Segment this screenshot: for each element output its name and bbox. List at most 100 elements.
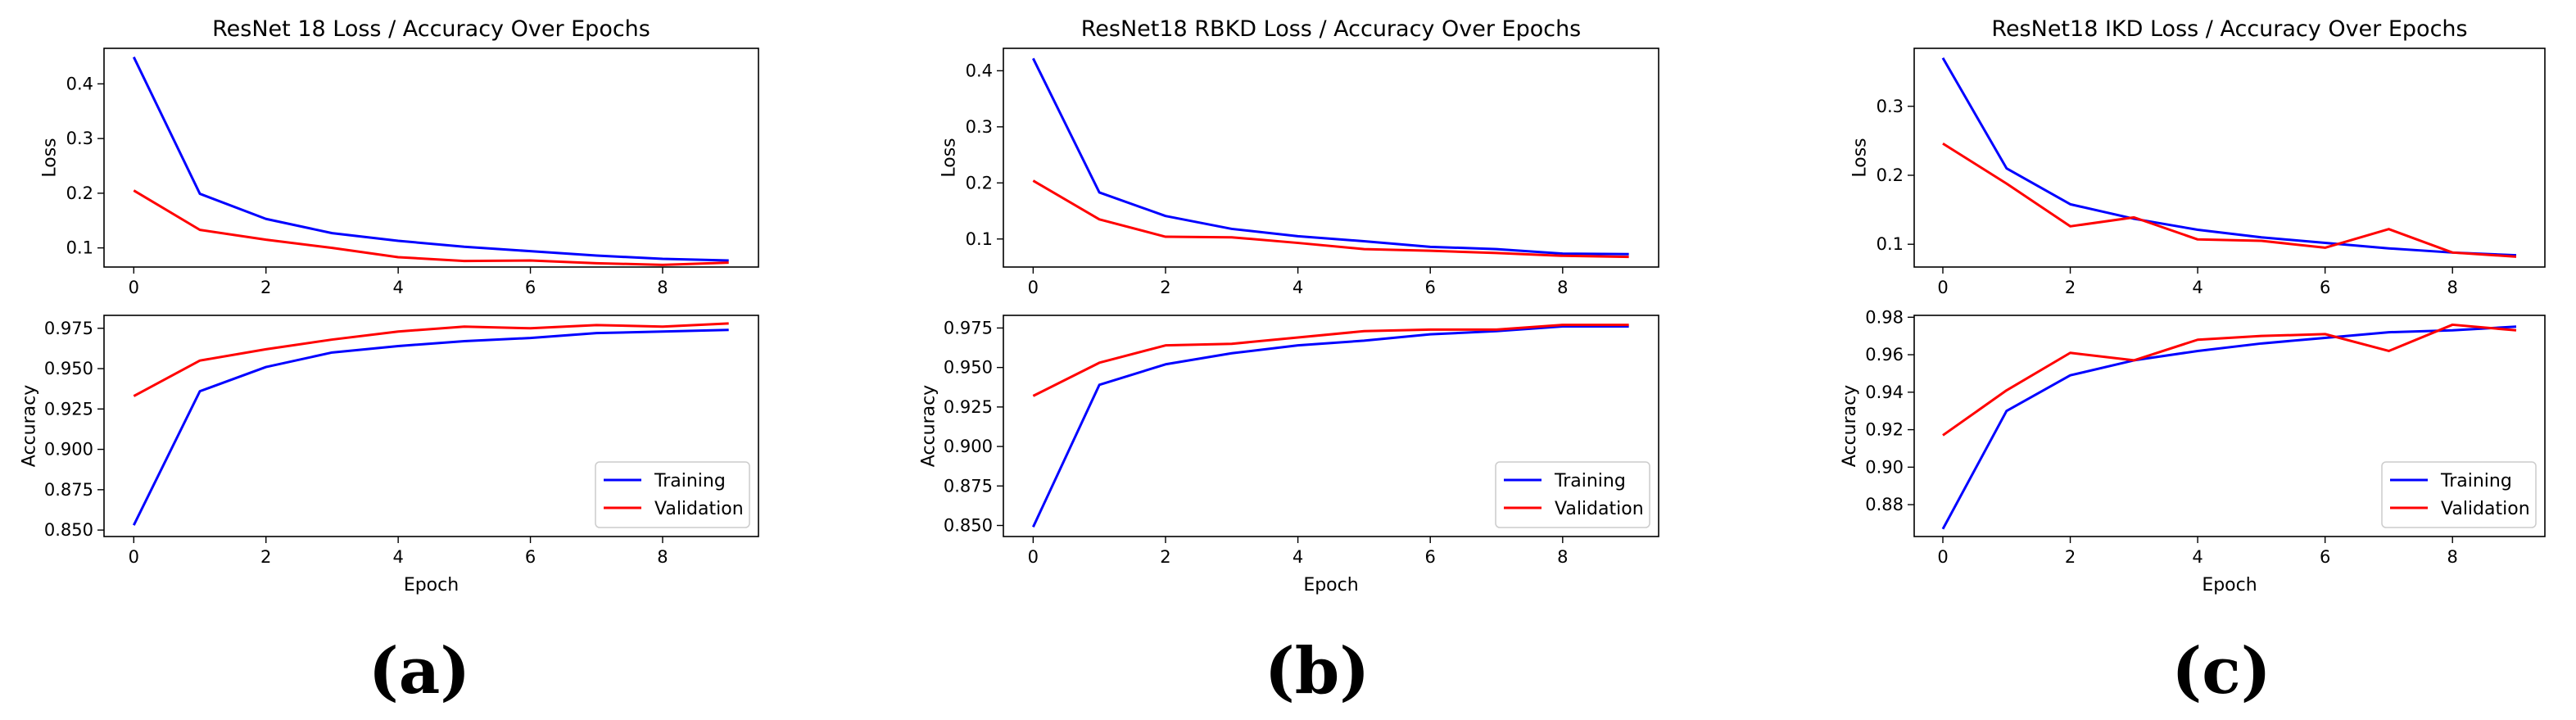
legend-box <box>1495 461 1650 528</box>
panel-label: (b) <box>1265 634 1369 709</box>
y-tick-label: 0.3 <box>966 117 993 137</box>
y-tick-label: 0.88 <box>1865 495 1904 514</box>
x-tick-label: 0 <box>1028 547 1039 567</box>
legend-label-training: Training <box>654 471 726 491</box>
x-tick-label: 4 <box>392 278 403 297</box>
x-tick-label: 2 <box>260 278 271 297</box>
x-tick-label: 8 <box>2447 547 2458 567</box>
x-tick-label: 6 <box>525 547 536 567</box>
y-tick-label: 0.900 <box>944 437 993 456</box>
y-tick-label: 0.2 <box>66 183 93 203</box>
x-tick-label: 8 <box>657 547 668 567</box>
x-tick-label: 2 <box>2065 278 2076 297</box>
y-tick-label: 0.850 <box>44 520 93 540</box>
y-tick-label: 0.875 <box>944 476 993 496</box>
panel-label: (a) <box>369 634 470 709</box>
series-line-validation <box>1942 142 2517 258</box>
accuracy-plot-frame <box>1003 315 1659 537</box>
x-tick-label: 4 <box>1293 278 1303 297</box>
y-tick-label: 0.3 <box>1877 97 1904 116</box>
legend: Training Validation <box>595 461 750 528</box>
series-line-training <box>1032 57 1629 256</box>
series-line-training <box>132 328 729 526</box>
x-tick-label: 2 <box>1160 278 1170 297</box>
y-tick-label: 0.975 <box>44 319 93 338</box>
y-tick-label: 0.90 <box>1865 457 1904 477</box>
series-line-training <box>1941 325 2517 530</box>
y-axis-label: Accuracy <box>1840 385 1860 467</box>
loss-subplot: 0 2 4 6 8 0.1 0.2 0.3 Loss <box>1850 48 2546 297</box>
y-axis-label: Loss <box>1850 138 1871 177</box>
y-tick-label: 0.925 <box>44 399 93 419</box>
chart-panel-c: ResNet18 IKD Loss / Accuracy Over Epochs… <box>1840 16 2546 709</box>
legend-label-validation: Validation <box>1555 499 1644 519</box>
loss-plot-frame <box>1913 48 2546 268</box>
x-tick-label: 2 <box>260 547 271 567</box>
y-tick-label: 0.2 <box>1877 165 1904 185</box>
x-axis-label: Epoch <box>404 575 459 595</box>
chart-panel-a: ResNet 18 Loss / Accuracy Over Epochs 0 2 4… <box>20 16 759 709</box>
panel-label: (c) <box>2171 634 2270 709</box>
y-axis-label: Loss <box>939 138 960 177</box>
legend-label-validation: Validation <box>2441 499 2530 519</box>
x-tick-label: 4 <box>1293 547 1303 567</box>
series-line-training <box>1032 325 1629 528</box>
y-tick-label: 0.975 <box>944 318 993 337</box>
x-tick-label: 0 <box>129 547 139 567</box>
y-axis-label: Accuracy <box>919 385 939 467</box>
x-tick-label: 8 <box>1557 547 1568 567</box>
accuracy-plot-frame <box>1913 315 2546 537</box>
y-tick-label: 0.94 <box>1865 383 1904 402</box>
accuracy-subplot: 0 2 4 6 8 0.850 0.875 0.900 0.925 0.950 0.975 Accur… <box>20 315 759 595</box>
y-tick-label: 0.925 <box>944 397 993 417</box>
x-tick-label: 6 <box>1425 547 1436 567</box>
y-axis-label: Accuracy <box>20 385 40 467</box>
x-tick-label: 8 <box>2447 278 2458 297</box>
legend-label-training: Training <box>1554 471 1626 491</box>
x-tick-label: 4 <box>2192 278 2203 297</box>
x-tick-label: 2 <box>2065 547 2076 567</box>
accuracy-plot-frame <box>103 315 759 537</box>
legend: Training Validation <box>2381 461 2537 528</box>
y-tick-label: 0.950 <box>44 359 93 378</box>
x-axis-label: Epoch <box>2202 575 2257 595</box>
y-tick-label: 0.1 <box>966 229 993 249</box>
y-tick-label: 0.3 <box>66 129 93 148</box>
y-tick-label: 0.4 <box>966 61 993 80</box>
x-tick-label: 6 <box>525 278 536 297</box>
x-tick-label: 6 <box>2320 278 2330 297</box>
legend: Training Validation <box>1495 461 1650 528</box>
accuracy-subplot: 0 2 4 6 8 0.88 0.90 0.92 0.94 0.96 0.98 Accuracy Epo… <box>1840 307 2546 595</box>
chart-title: ResNet18 IKD Loss / Accuracy Over Epochs <box>1991 16 2467 42</box>
loss-plot-frame <box>1003 48 1659 268</box>
x-tick-label: 8 <box>657 278 668 297</box>
x-tick-label: 0 <box>1937 278 1948 297</box>
y-tick-label: 0.98 <box>1865 307 1904 327</box>
x-tick-label: 0 <box>129 278 139 297</box>
series-line-training <box>1941 57 2517 257</box>
series-line-validation <box>133 322 729 397</box>
y-tick-label: 0.950 <box>944 358 993 378</box>
accuracy-subplot: 0 2 4 6 8 0.850 0.875 0.900 0.925 0.950 0.975 Accur… <box>919 315 1659 595</box>
y-axis-label: Loss <box>40 138 61 177</box>
series-line-validation <box>1032 324 1629 397</box>
series-line-validation <box>1942 323 2517 437</box>
loss-subplot: 0 2 4 6 8 0.1 0.2 0.3 0.4 Loss <box>40 48 759 297</box>
y-tick-label: 0.96 <box>1865 345 1904 365</box>
x-tick-label: 0 <box>1937 547 1948 567</box>
x-axis-label: Epoch <box>1303 575 1358 595</box>
loss-plot-frame <box>103 48 759 268</box>
x-tick-label: 0 <box>1028 278 1039 297</box>
chart-title: ResNet18 RBKD Loss / Accuracy Over Epoch… <box>1081 16 1582 42</box>
y-tick-label: 0.850 <box>944 516 993 536</box>
legend-box <box>2381 461 2537 528</box>
x-tick-label: 4 <box>392 547 403 567</box>
series-line-validation <box>1032 179 1629 259</box>
x-tick-label: 6 <box>1425 278 1436 297</box>
y-tick-label: 0.4 <box>66 74 93 93</box>
legend-box <box>595 461 750 528</box>
series-line-validation <box>133 189 729 266</box>
x-tick-label: 4 <box>2192 547 2203 567</box>
y-tick-label: 0.875 <box>44 480 93 500</box>
